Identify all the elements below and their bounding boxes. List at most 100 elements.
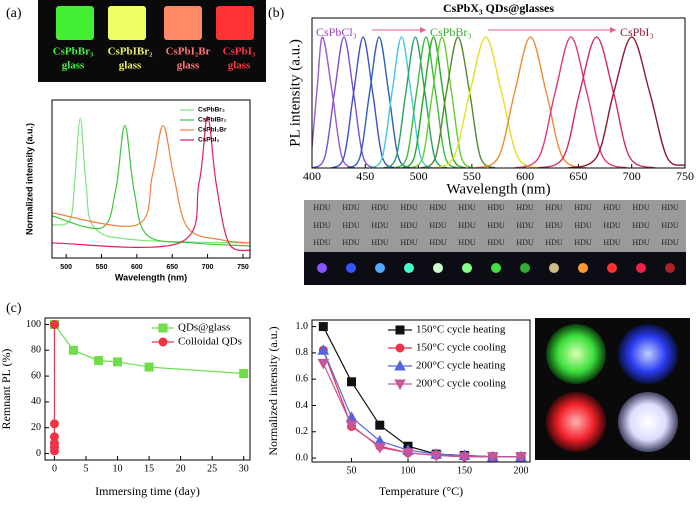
glow-dot <box>491 263 501 273</box>
marker <box>402 448 414 459</box>
series-line <box>369 36 434 168</box>
series-line <box>312 36 377 168</box>
marker <box>373 443 386 454</box>
x-axis-label: Immersing time (day) <box>95 484 200 498</box>
series-line <box>420 36 496 168</box>
photo-text: HDU <box>545 238 563 247</box>
photo-text: HDU <box>487 238 505 247</box>
marker <box>144 362 154 372</box>
series-line <box>322 363 521 458</box>
glow-dot <box>462 263 472 273</box>
y-axis-label: Remnant PL (%) <box>0 349 13 430</box>
x-tick-label: 100 <box>401 465 416 476</box>
photo-text: HDU <box>487 203 505 212</box>
y-tick-label: 0.8 <box>296 347 309 358</box>
photo-text: HDU <box>632 238 650 247</box>
glass-sample <box>618 392 678 452</box>
photo-text: HDU <box>429 238 447 247</box>
glow-dot <box>549 263 559 273</box>
chart-title: CsPbX₃ QDs@glasses <box>443 1 554 15</box>
series-line <box>52 117 250 244</box>
x-tick-label: 30 <box>239 463 249 474</box>
glow-dot <box>317 263 327 273</box>
x-tick-label: 5 <box>84 463 89 474</box>
x-tick-label: 0 <box>52 463 57 474</box>
x-tick-label: 500 <box>410 169 428 183</box>
legend-label: CsPbBr₃ <box>198 107 225 114</box>
x-tick-label: 600 <box>131 264 143 271</box>
legend-label: 150°C cycle heating <box>416 324 506 336</box>
glass-sample <box>618 324 678 384</box>
marker <box>49 319 59 329</box>
x-tick-label: 650 <box>569 169 587 183</box>
marker <box>375 420 385 430</box>
marker <box>158 337 168 347</box>
photo-text: HDU <box>400 203 418 212</box>
glass-sample <box>56 6 94 40</box>
photo-text: HDU <box>632 221 650 230</box>
plot-frame <box>311 319 531 463</box>
series-line <box>567 36 685 168</box>
glass-label: CsPbI₃ <box>223 46 256 58</box>
legend-label: CsPbI₂Br <box>198 127 227 134</box>
chart: 50 100 150 200 0.0 0.2 0.4 0.6 0.8 1.0 Temperature… <box>266 319 531 498</box>
glow-dot <box>520 263 530 273</box>
glass-label: glass <box>177 60 200 72</box>
y-tick-label: 80 <box>31 345 41 356</box>
glow-dot <box>578 263 588 273</box>
panel-label: (b) <box>268 6 285 21</box>
legend-label: 150°C cycle cooling <box>416 342 506 354</box>
series-line <box>432 36 540 168</box>
photo-text: HDU <box>313 221 331 230</box>
x-tick-label: 20 <box>176 463 186 474</box>
series-line <box>346 36 412 168</box>
marker <box>317 344 330 355</box>
marker <box>395 325 405 335</box>
glass-label: glass <box>62 60 85 72</box>
photo-text: HDU <box>313 203 331 212</box>
x-tick-label: 50 <box>347 465 357 476</box>
x-tick-label: 600 <box>516 169 534 183</box>
marker <box>394 379 406 391</box>
glow-dot <box>346 263 356 273</box>
chart: 400 450 500 550 600 650 700 750 Wavelength (nm) P… <box>287 1 694 198</box>
x-tick-label: 10 <box>113 463 123 474</box>
legend-label: CsPbIBr₂ <box>198 117 227 124</box>
glass-label: glass <box>119 60 142 72</box>
glass-label: CsPbBr₃ <box>53 46 94 58</box>
series-line <box>401 36 466 168</box>
x-tick-label: 500 <box>60 264 72 271</box>
marker <box>430 450 443 462</box>
series-line <box>514 36 628 168</box>
glass-label: glass <box>228 60 251 72</box>
marker <box>94 356 104 366</box>
y-tick-label: 0.4 <box>296 400 309 411</box>
marker <box>239 369 249 379</box>
glass-sample <box>546 392 606 452</box>
marker <box>113 357 123 367</box>
photo-text: HDU <box>603 238 621 247</box>
photo-text: HDU <box>574 221 592 230</box>
y-axis-label: Normalized intensity (a.u.) <box>266 326 280 455</box>
y-tick-label: 0.6 <box>296 373 309 384</box>
photo-text: HDU <box>545 221 563 230</box>
marker <box>158 323 168 333</box>
y-tick-label: 0.0 <box>296 452 309 463</box>
photo-text: HDU <box>342 203 360 212</box>
glass-label: CsPbIBr₂ <box>108 46 154 58</box>
photo-text: HDU <box>371 203 389 212</box>
marker <box>49 419 59 429</box>
y-axis-label: PL intensity (a.u.) <box>287 39 303 147</box>
x-tick-label: 150 <box>457 465 472 476</box>
x-tick-label: 25 <box>207 463 217 474</box>
x-tick-label: 750 <box>676 169 694 183</box>
photo-text: HDU <box>342 238 360 247</box>
marker <box>49 446 59 456</box>
photo-text: HDU <box>400 238 418 247</box>
photo-text: HDU <box>371 221 389 230</box>
y-tick-label: 0 <box>36 448 41 459</box>
photo-text: HDU <box>516 238 534 247</box>
legend-label: CsPbI₃ <box>198 137 219 144</box>
x-axis-label: Wavelength (nm) <box>115 272 187 282</box>
